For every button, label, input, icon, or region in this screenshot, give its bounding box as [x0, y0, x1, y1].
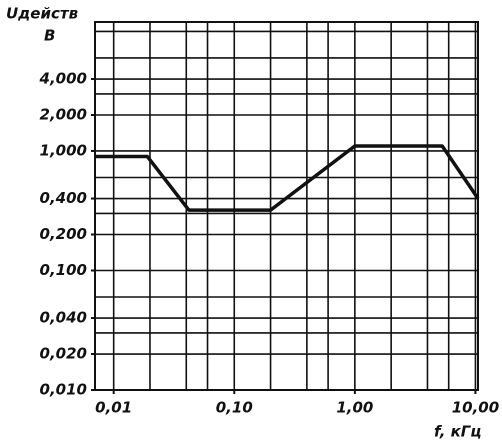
y-axis-unit: В [44, 27, 55, 45]
y-tick-label: 2,000 [40, 105, 87, 123]
y-tick-label: 0,100 [40, 261, 87, 279]
plot-frame [94, 21, 479, 391]
y-tick-label: 0,040 [40, 309, 87, 327]
y-tick-label: 0,010 [40, 381, 87, 399]
y-axis-label: Uдейств [6, 5, 78, 23]
x-tick-label: 0,01 [95, 399, 132, 417]
x-axis-label: f, кГц [434, 423, 481, 441]
x-tick-label: 0,10 [216, 399, 253, 417]
x-tick-label: 1,00 [336, 399, 373, 417]
data-line [95, 144, 480, 212]
x-tick-label: 10,00 [452, 399, 499, 417]
y-tick-label: 0,020 [40, 345, 87, 363]
y-tick-label: 0,400 [40, 189, 87, 207]
y-tick-label: 4,000 [39, 70, 87, 88]
y-tick-label: 0,200 [40, 225, 87, 243]
y-tick-label: 1,000 [40, 141, 87, 159]
